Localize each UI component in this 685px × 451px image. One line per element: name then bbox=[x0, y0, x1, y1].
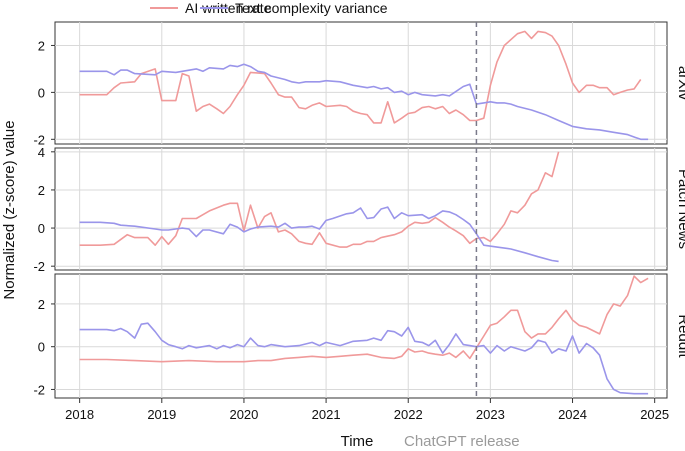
panel-y-ticks: -2 0 2 4 bbox=[33, 145, 55, 274]
y-tick-label: 4 bbox=[38, 145, 45, 160]
x-axis-title: Time bbox=[341, 433, 374, 450]
series-line-text-complexity-variance bbox=[79, 206, 559, 263]
x-tick-label: 2020 bbox=[229, 407, 258, 422]
x-tick-label: 2019 bbox=[147, 407, 176, 422]
series-line-text-complexity-variance bbox=[79, 63, 649, 141]
x-tick-label: 2022 bbox=[394, 407, 423, 422]
chatgpt-release-label: ChatGPT release bbox=[404, 433, 520, 450]
panel-grid bbox=[55, 22, 667, 144]
y-tick-label: 2 bbox=[38, 183, 45, 198]
panel-patch-news: -2 0 2 4 Patch News bbox=[33, 145, 685, 274]
x-tick-label: 2021 bbox=[312, 407, 341, 422]
x-tick-label: 2023 bbox=[476, 407, 505, 422]
panel-series bbox=[79, 30, 649, 141]
y-tick-label: 0 bbox=[38, 221, 45, 236]
legend: AI written rate Text complexity variance bbox=[150, 0, 388, 16]
x-tick-label: 2018 bbox=[65, 407, 94, 422]
facet-label-reddit: Reddit bbox=[675, 314, 685, 358]
y-tick-label: -2 bbox=[33, 259, 45, 274]
panel-frame bbox=[54, 147, 668, 271]
series-line-ai-written-rate bbox=[79, 30, 642, 124]
panel-series bbox=[79, 151, 560, 263]
y-tick-label: -2 bbox=[33, 132, 45, 147]
panel-arxiv: -2 0 2 arXiv bbox=[33, 21, 685, 147]
panel-frame bbox=[54, 21, 668, 145]
legend-label-text-complexity-variance: Text complexity variance bbox=[235, 0, 388, 16]
panel-grid bbox=[55, 274, 667, 398]
panel-y-ticks: -2 0 2 bbox=[33, 297, 55, 397]
panel-series bbox=[79, 275, 649, 395]
series-line-ai-written-rate bbox=[79, 275, 649, 363]
panel-reddit: -2 0 2 Reddit bbox=[33, 273, 685, 399]
legend-label-ai-written-rate: AI written rate bbox=[185, 0, 272, 16]
series-line-text-complexity-variance bbox=[79, 322, 649, 395]
x-axis-ticks: 2018 2019 2020 2021 2022 2023 2024 2025 bbox=[65, 398, 669, 422]
panel-frame bbox=[54, 273, 668, 399]
x-tick-label: 2024 bbox=[558, 407, 587, 422]
y-axis-title: Normalized (z-score) value bbox=[1, 120, 18, 299]
panel-y-ticks: -2 0 2 bbox=[33, 38, 55, 147]
facet-label-arxiv: arXiv bbox=[675, 66, 685, 101]
series-line-ai-written-rate bbox=[79, 151, 560, 248]
y-tick-label: -2 bbox=[33, 382, 45, 397]
panel-grid bbox=[55, 148, 667, 270]
x-tick-label: 2025 bbox=[640, 407, 669, 422]
y-tick-label: 2 bbox=[38, 38, 45, 53]
y-tick-label: 0 bbox=[38, 85, 45, 100]
y-tick-label: 0 bbox=[38, 340, 45, 355]
y-tick-label: 2 bbox=[38, 297, 45, 312]
facet-label-patch-news: Patch News bbox=[675, 169, 685, 249]
